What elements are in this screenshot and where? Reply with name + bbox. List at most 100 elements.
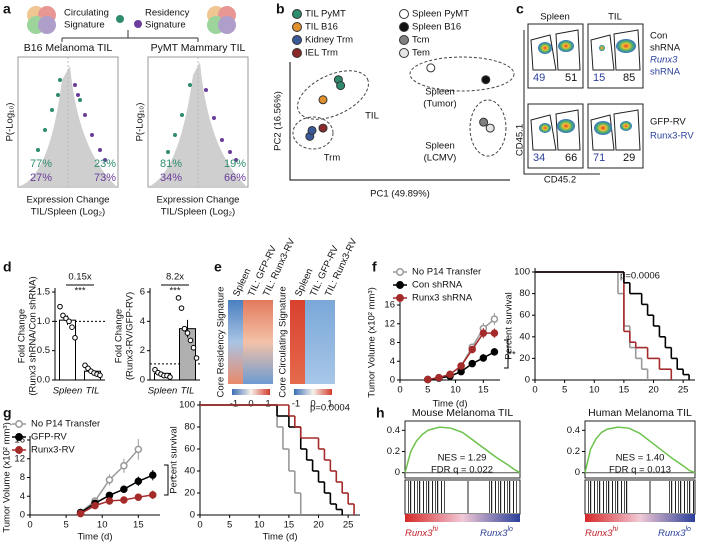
annotation: FDR q = 0.022 [431, 465, 493, 476]
y-tick-label: 0.4 [387, 425, 400, 436]
superscript: lo [507, 526, 513, 533]
y-tick-label: 60 [519, 310, 530, 321]
data-point [468, 345, 476, 354]
data-point [490, 329, 499, 337]
data-point [134, 477, 143, 485]
y-tick-label: 12 [14, 453, 25, 464]
data-point [167, 374, 173, 380]
y-axis-label: Tumor Volume (x10² mm³) [2, 422, 13, 533]
rank-label: Runx3hi [405, 526, 438, 539]
x-tick-label: 10 [254, 520, 265, 531]
x-tick-label: TIL [86, 386, 100, 397]
data-point [184, 330, 191, 336]
y-axis-label: P(-Log₁₀) [5, 103, 16, 142]
annotation: ** [508, 350, 516, 361]
x-axis-label: TIL/Spleen (Log₂) [161, 207, 235, 218]
gene: Runx3 [480, 528, 508, 539]
legend-marker [399, 9, 409, 19]
x-tick-label: 20 [313, 520, 324, 531]
gsea-hits [404, 479, 696, 522]
data-point [120, 462, 128, 470]
column-label: Spleen [540, 12, 570, 23]
bracket [164, 464, 169, 496]
gate-value: 29 [623, 152, 635, 164]
y-tick-label: 80 [519, 288, 530, 299]
x-axis-label: TIL/Spleen (Log₂) [31, 207, 105, 218]
chart-title: Mouse Melanoma TIL [412, 407, 514, 419]
data-point [490, 348, 499, 356]
gate-value: 85 [623, 72, 635, 84]
legend-label: Tcm [412, 35, 430, 46]
gene: Runx3 [405, 528, 433, 539]
data-point [66, 318, 72, 325]
legend-label: No P14 Transfer [31, 419, 100, 430]
scale-tick: 1 [327, 399, 332, 410]
data-point [318, 123, 328, 133]
plot-frame [404, 420, 521, 479]
row-label: shRNA [650, 43, 681, 54]
annotation: p=0.0004 [310, 403, 350, 414]
data-point [485, 123, 495, 133]
scale-tick: 1 [265, 399, 270, 410]
row-label: shRNA [650, 67, 681, 78]
gate-value: 66 [565, 152, 577, 164]
volcano-plot [17, 56, 119, 188]
signature-label: Residency [145, 8, 190, 19]
data-point [424, 375, 432, 384]
y-axis-label: Tumor Volume (x10² mm³) [367, 287, 378, 398]
panel-letter: e [214, 259, 222, 275]
data-point [318, 95, 328, 105]
data-point [97, 372, 103, 379]
data-point [426, 63, 436, 73]
x-tick-label: 5 [562, 385, 567, 396]
arrow [61, 30, 199, 42]
x-tick-label: 15 [478, 385, 489, 396]
data-point [120, 496, 128, 504]
column-label: TIL [608, 12, 622, 23]
percent-label: 81% [160, 158, 182, 170]
y-tick-label: 0.0 [37, 375, 50, 386]
x-tick-label: 10 [97, 520, 108, 531]
x-axis-label: Time (d) [432, 399, 467, 410]
percent-label: 27% [30, 172, 52, 184]
annotation: 0.15x [68, 272, 91, 283]
annotation: *** [74, 286, 85, 297]
legend-label: No P14 Transfer [412, 267, 481, 278]
y-tick-label: 0.2 [567, 446, 580, 457]
y-axis-label: (Runx3 shRNA/Con shRNA) [28, 276, 39, 395]
legend-label: Spleen PyMT [412, 9, 469, 20]
panel-letter: c [516, 1, 524, 17]
annotation: NES = 1.29 [438, 453, 487, 464]
percent-label: 34% [160, 172, 182, 184]
y-tick-label: 12 [384, 318, 395, 329]
scale-tick: -1 [230, 399, 238, 410]
legend-marker [399, 22, 409, 32]
y-tick-label: 0 [525, 375, 530, 386]
y-tick-label: 0 [20, 510, 25, 521]
legend-label: TIL B16 [305, 22, 338, 33]
x-axis-label: Expression Change [157, 195, 240, 206]
annotation: Trm [324, 153, 341, 164]
legend-label: GFP-RV [31, 432, 67, 443]
legend-label: Runx3 shRNA [412, 293, 473, 304]
data-point [336, 81, 346, 91]
row-label: Runx3-RV [650, 131, 694, 142]
row-label: GFP-RV [650, 117, 686, 128]
plot-title: B16 Melanoma TIL [24, 42, 113, 54]
legend-marker [292, 35, 302, 45]
data-point [105, 497, 114, 505]
chart-title: Human Melanoma TIL [588, 407, 692, 419]
data-point [435, 373, 443, 382]
rank-label: Runx3hi [585, 526, 618, 539]
y-tick-label: 2 [140, 345, 145, 356]
data-point [307, 125, 317, 135]
volcano-plot [147, 56, 249, 188]
data-point [69, 324, 75, 331]
scale-tick: -1 [292, 399, 300, 410]
annotation: 8.2x [166, 272, 184, 283]
data-point [190, 344, 197, 351]
y-tick-label: 0 [575, 467, 580, 478]
y-tick-label: 4 [20, 491, 25, 502]
data-point [120, 485, 128, 493]
annotation: (LCMV) [424, 153, 457, 164]
